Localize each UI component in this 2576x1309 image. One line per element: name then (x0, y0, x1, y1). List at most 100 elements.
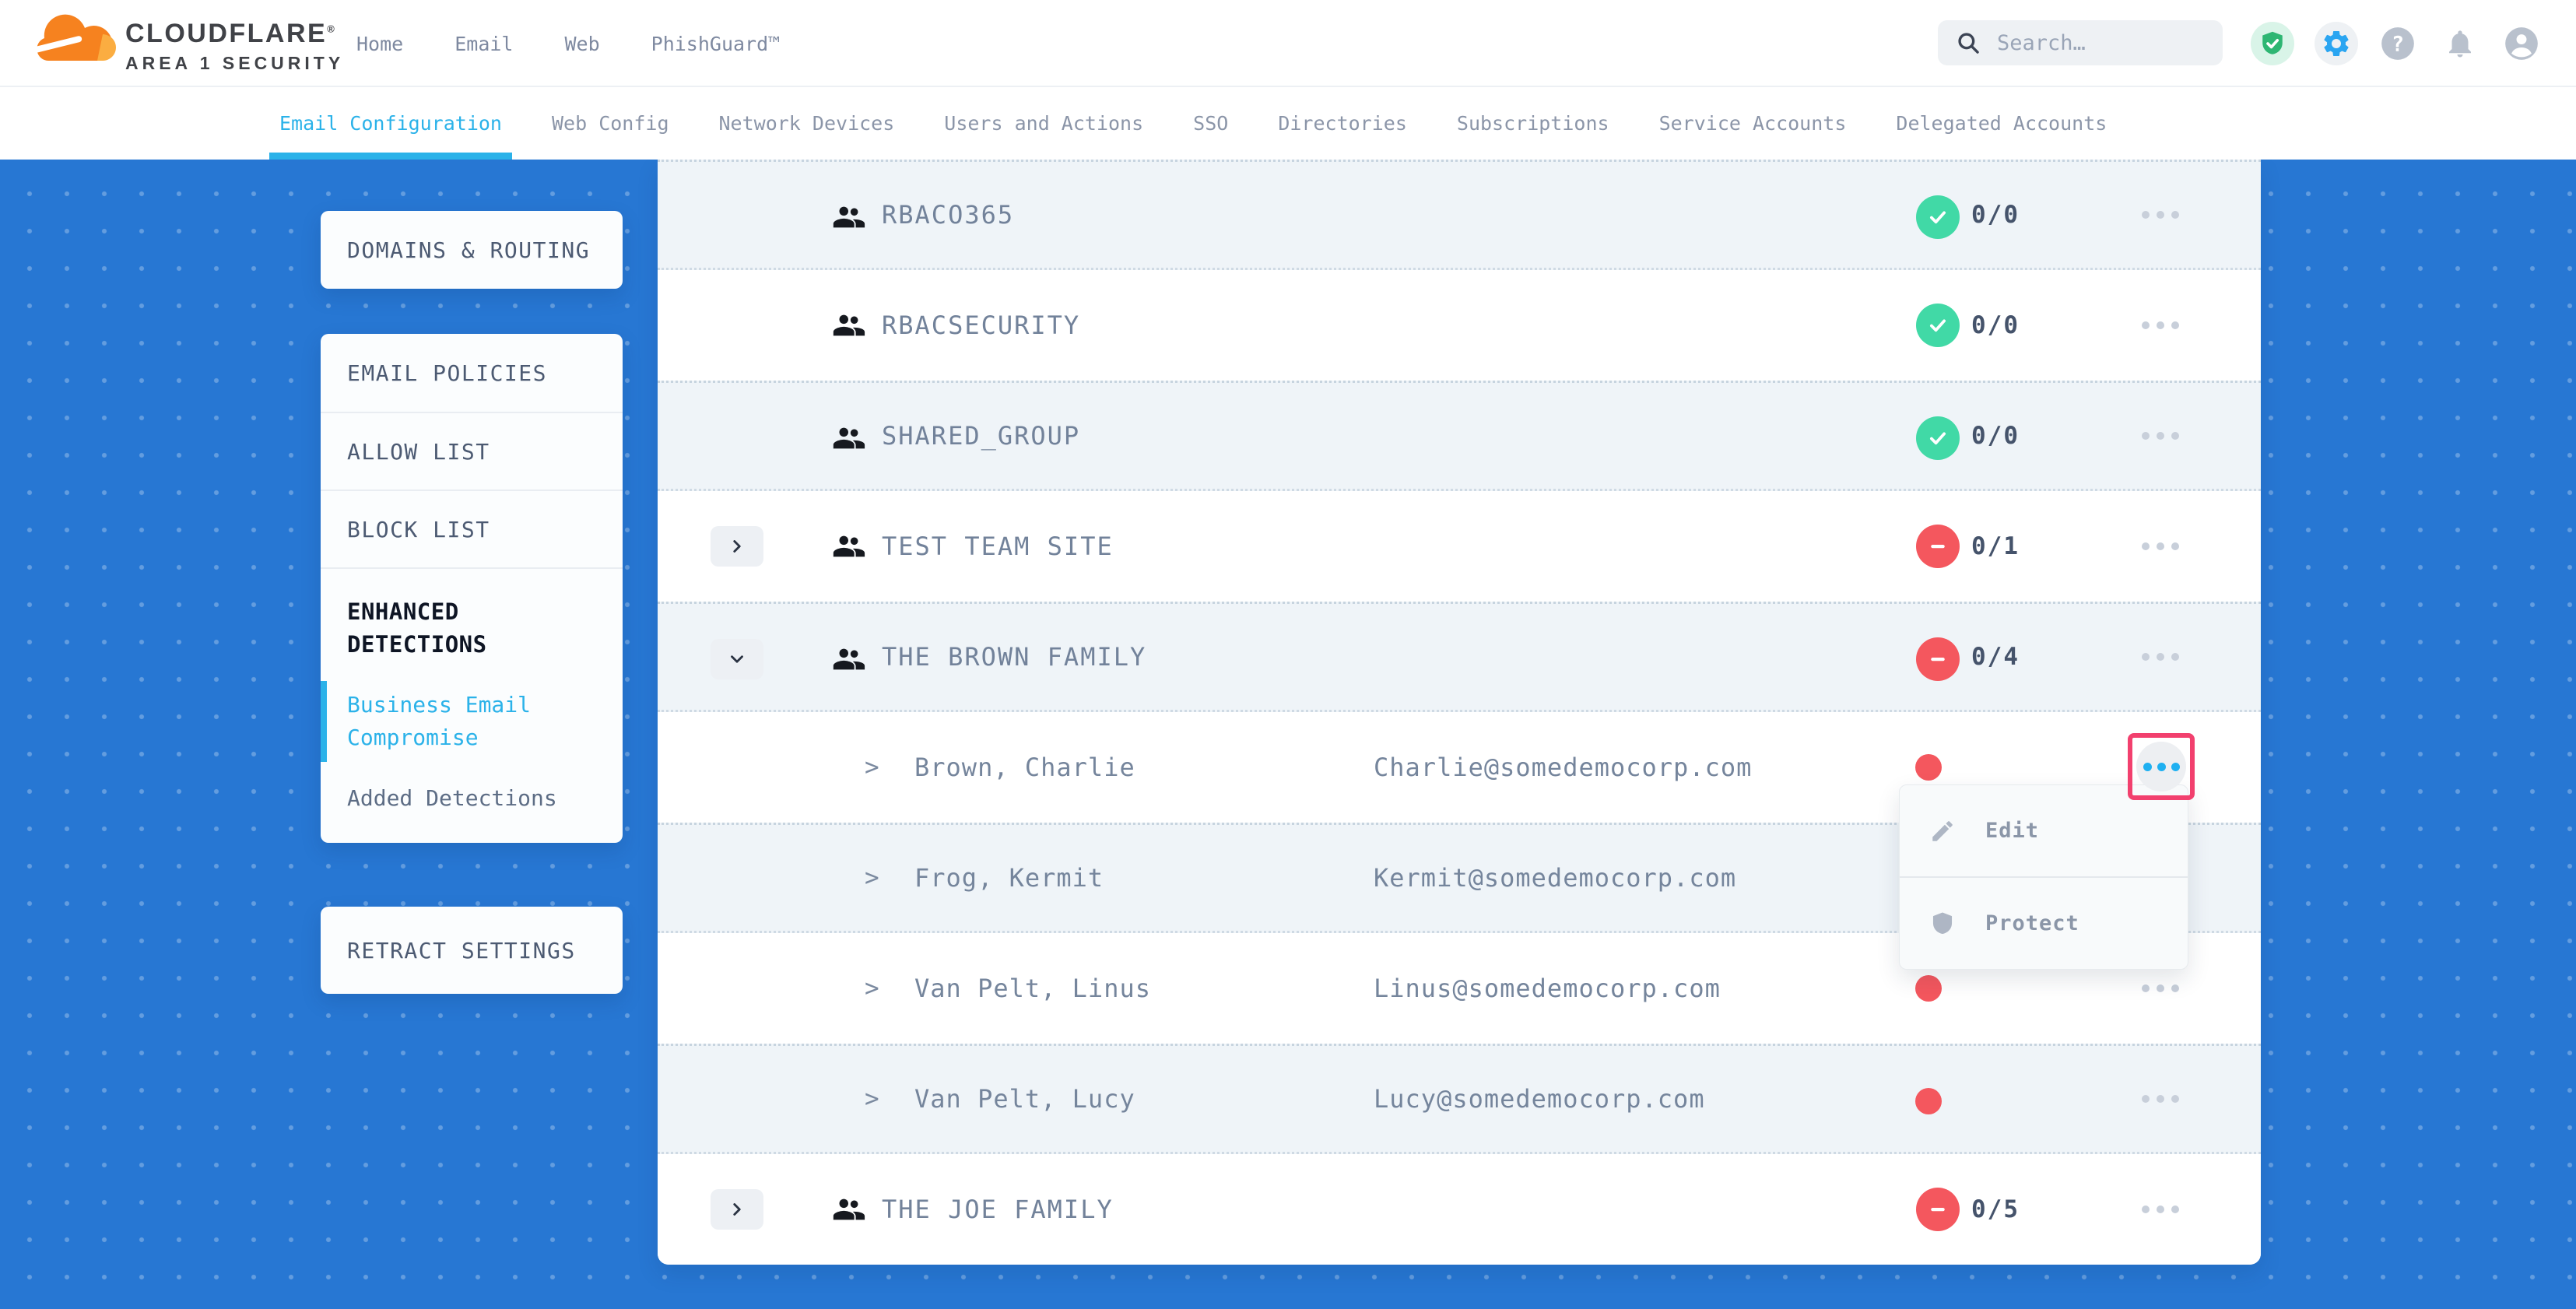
group-name: RBACO365 (882, 200, 1015, 230)
group-name: RBACSECURITY (882, 311, 1081, 340)
cloudflare-logo-icon (33, 14, 116, 61)
status-fail-badge (1916, 637, 1960, 681)
row-actions-button[interactable] (2136, 162, 2185, 268)
group-icon (830, 528, 866, 564)
row-actions-button[interactable] (2136, 933, 2185, 1044)
brand-name: CLOUDFLARE (125, 19, 328, 48)
table-row[interactable]: > Van Pelt, Lucy Lucy@somedemocorp.com (658, 1044, 2261, 1154)
member-count: 0/0 (1971, 201, 2020, 229)
status-pass-badge (1916, 195, 1960, 239)
sidebar-item-business-email-compromise[interactable]: Business Email Compromise (321, 681, 596, 762)
group-icon (830, 307, 866, 343)
tab-directories[interactable]: Directories (1278, 112, 1407, 135)
row-actions-button[interactable] (2136, 1154, 2185, 1265)
search-bar[interactable] (1938, 20, 2223, 65)
table-row[interactable]: RBACO365 0/0 (658, 160, 2261, 270)
tab-network-devices[interactable]: Network Devices (718, 112, 895, 135)
nav-home[interactable]: Home (356, 32, 404, 55)
member-name: Van Pelt, Lucy (914, 1084, 1135, 1114)
search-input[interactable] (1997, 30, 2192, 55)
secondary-nav: Email Configuration Web Config Network Dev… (269, 87, 2112, 160)
row-actions-button[interactable] (2136, 604, 2185, 710)
bell-icon[interactable] (2438, 22, 2482, 65)
member-email: Charlie@somedemocorp.com (1374, 753, 1753, 782)
tab-web-config[interactable]: Web Config (551, 112, 669, 135)
member-caret-icon: > (865, 974, 879, 1002)
group-name: SHARED_GROUP (882, 421, 1081, 451)
expand-group-button[interactable] (711, 1189, 763, 1230)
group-icon (830, 1191, 866, 1227)
collapse-group-button[interactable] (711, 639, 763, 679)
brand-text: CLOUDFLARE® AREA 1 SECURITY (125, 19, 344, 74)
group-name: THE BROWN FAMILY (882, 642, 1147, 672)
status-fail-badge (1916, 1188, 1960, 1231)
svg-text:?: ? (2392, 33, 2404, 57)
member-email: Linus@somedemocorp.com (1374, 974, 1721, 1003)
status-pass-badge (1916, 416, 1960, 460)
sidebar-card-retract-settings: RETRACT SETTINGS (321, 907, 623, 994)
account-icon[interactable] (2500, 22, 2543, 65)
nav-email[interactable]: Email (454, 32, 514, 55)
menu-item-edit-label: Edit (1985, 819, 2040, 843)
tab-sso[interactable]: SSO (1193, 112, 1229, 135)
table-row[interactable]: THE JOE FAMILY 0/5 (658, 1154, 2261, 1265)
brand-subtitle: AREA 1 SECURITY (125, 53, 345, 73)
member-count: 0/5 (1971, 1195, 2020, 1223)
shield-icon (1932, 912, 1953, 934)
table-row[interactable]: THE BROWN FAMILY 0/4 (658, 602, 2261, 712)
tab-subscriptions[interactable]: Subscriptions (1456, 112, 1609, 135)
status-fail-badge (1916, 525, 1960, 568)
row-actions-button-active[interactable] (2128, 733, 2195, 800)
row-actions-button[interactable] (2136, 491, 2185, 602)
row-actions-button[interactable] (2136, 1046, 2185, 1152)
member-email: Kermit@somedemocorp.com (1374, 863, 1737, 893)
ellipsis-icon (2136, 742, 2186, 791)
secondary-nav-background (0, 87, 2576, 160)
member-count: 0/0 (1971, 422, 2020, 450)
status-dot (1915, 975, 1942, 1002)
sidebar-item-email-policies[interactable]: EMAIL POLICIES (347, 360, 548, 386)
tab-email-configuration[interactable]: Email Configuration (269, 87, 512, 160)
gear-icon[interactable] (2315, 22, 2358, 65)
menu-item-protect-label: Protect (1985, 911, 2079, 935)
group-icon (830, 199, 866, 235)
app-header: CLOUDFLARE® AREA 1 SECURITY Home Email Web… (0, 0, 2576, 87)
row-actions-button[interactable] (2136, 270, 2185, 381)
nav-web[interactable]: Web (564, 32, 600, 55)
table-row[interactable]: RBACSECURITY 0/0 (658, 270, 2261, 381)
member-caret-icon: > (865, 1085, 879, 1113)
help-icon[interactable]: ? (2376, 22, 2420, 65)
group-icon (830, 641, 866, 677)
tab-service-accounts[interactable]: Service Accounts (1658, 112, 1847, 135)
group-name: THE JOE FAMILY (882, 1195, 1114, 1224)
sidebar-card-domains-routing: DOMAINS & ROUTING (321, 211, 623, 289)
member-email: Lucy@somedemocorp.com (1374, 1084, 1705, 1114)
table-row[interactable]: SHARED_GROUP 0/0 (658, 381, 2261, 491)
sidebar-card-email-policies: EMAIL POLICIES ALLOW LIST BLOCK LIST ENHANC… (321, 334, 623, 843)
sidebar-item-domains-routing[interactable]: DOMAINS & ROUTING (347, 237, 591, 263)
table-row[interactable]: TEST TEAM SITE 0/1 (658, 491, 2261, 602)
search-icon (1958, 33, 1979, 54)
tab-users-and-actions[interactable]: Users and Actions (944, 112, 1144, 135)
member-count: 0/1 (1971, 532, 2020, 560)
member-count: 0/0 (1971, 311, 2020, 339)
tab-delegated-accounts[interactable]: Delegated Accounts (1896, 112, 2107, 135)
pencil-icon (1932, 820, 1953, 841)
shield-check-icon[interactable] (2251, 22, 2294, 65)
sidebar-item-allow-list[interactable]: ALLOW LIST (321, 412, 623, 490)
member-caret-icon: > (865, 864, 879, 892)
status-pass-badge (1916, 304, 1960, 347)
nav-phishguard[interactable]: PhishGuard™ (651, 32, 781, 55)
directory-table: RBACO365 0/0 RBACSECURITY 0/0 SHARED_GROUP 0/… (658, 160, 2261, 1265)
sidebar-item-added-detections[interactable]: Added Detections (347, 785, 557, 811)
member-name: Frog, Kermit (914, 863, 1104, 893)
expand-group-button[interactable] (711, 526, 763, 567)
sidebar-item-retract-settings[interactable]: RETRACT SETTINGS (347, 937, 576, 963)
member-name: Van Pelt, Linus (914, 974, 1151, 1003)
brand-mark: ® (327, 23, 337, 35)
menu-item-protect[interactable]: Protect (1900, 876, 2188, 969)
menu-item-edit[interactable]: Edit (1900, 785, 2188, 876)
member-caret-icon: > (865, 753, 879, 781)
row-actions-button[interactable] (2136, 383, 2185, 489)
sidebar-item-block-list[interactable]: BLOCK LIST (321, 490, 623, 567)
